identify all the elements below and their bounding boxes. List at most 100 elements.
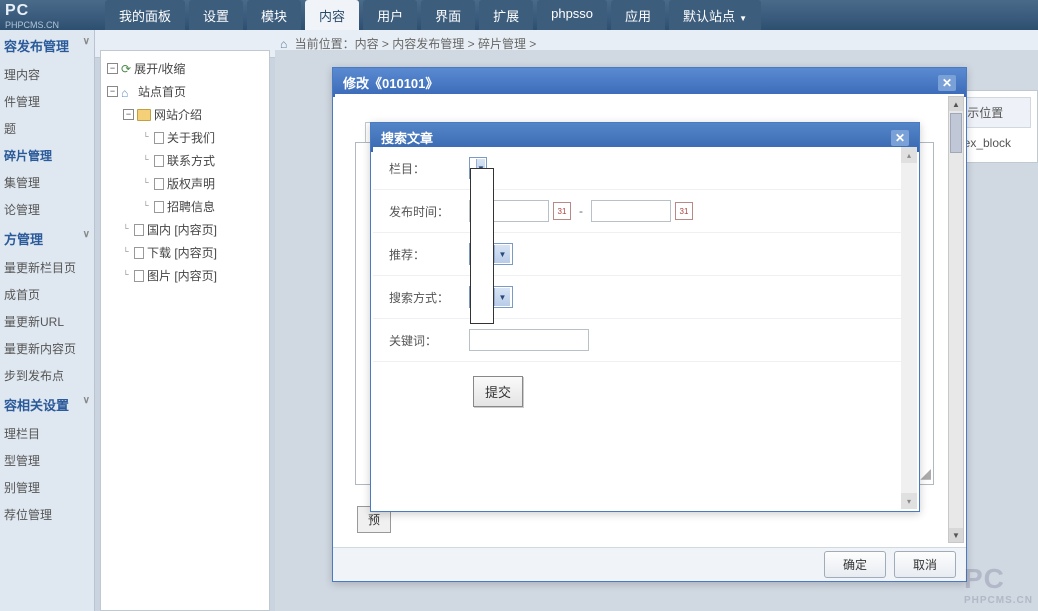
row-pubtime: 发布时间： 31 - 31 [373, 190, 917, 233]
chevron-down-icon: ▼ [494, 245, 510, 263]
scroll-thumb[interactable] [950, 113, 962, 153]
sidebar-item[interactable]: 理栏目 [0, 420, 94, 447]
row-searchtype: 搜索方式： ▼ [373, 276, 917, 319]
calendar-icon[interactable]: 31 [553, 202, 571, 220]
cancel-button[interactable]: 取消 [894, 551, 956, 578]
tree-toggle-icon[interactable]: − [123, 109, 134, 120]
label-searchtype: 搜索方式： [389, 289, 469, 306]
tree-item-label: 图片 [内容页] [147, 267, 217, 284]
page-icon [154, 201, 164, 213]
sidebar-item[interactable]: 步到发布点 [0, 362, 94, 389]
search-dialog: 搜索文章 ✕ 栏目： ▼ 发布时间： 31 - 31 推荐： [370, 122, 920, 512]
tree-page-label: 联系方式 [167, 152, 215, 169]
resize-handle[interactable]: ◢ [920, 465, 931, 482]
scroll-down-icon[interactable]: ▼ [949, 528, 963, 542]
tree-page[interactable]: └关于我们 [105, 126, 265, 149]
edit-dialog-title: 修改《010101》 ✕ [333, 68, 966, 97]
sidebar-item[interactable]: 集管理 [0, 169, 94, 196]
top-tab-5[interactable]: 界面 [421, 0, 475, 30]
page-icon [154, 178, 164, 190]
sidebar-item[interactable]: 理内容 [0, 61, 94, 88]
close-icon[interactable]: ✕ [891, 130, 909, 146]
sidebar-item[interactable]: 别管理 [0, 474, 94, 501]
scroll-down-icon[interactable]: ▾ [901, 493, 917, 509]
ok-button[interactable]: 确定 [824, 551, 886, 578]
top-tab-9[interactable]: 默认站点 [669, 0, 761, 30]
sidebar-section-generate[interactable]: 方管理 [0, 223, 94, 254]
inner-scrollbar[interactable]: ▴ ▾ [901, 147, 917, 509]
tree-toggle-icon[interactable]: − [107, 63, 118, 74]
label-pubtime: 发布时间： [389, 203, 469, 220]
top-tab-8[interactable]: 应用 [611, 0, 665, 30]
top-tab-3[interactable]: 内容 [305, 0, 359, 30]
row-category: 栏目： ▼ [373, 147, 917, 190]
sidebar-item[interactable]: 量更新内容页 [0, 335, 94, 362]
sidebar-item[interactable]: 碎片管理 [0, 142, 94, 169]
tree-root[interactable]: − ⟳ 展开/收缩 [105, 57, 265, 80]
scrollbar[interactable]: ▲ ▼ [948, 96, 964, 543]
refresh-icon: ⟳ [121, 62, 131, 76]
page-icon [154, 132, 164, 144]
scroll-up-icon[interactable]: ▴ [901, 147, 917, 163]
scroll-up-icon[interactable]: ▲ [949, 97, 963, 111]
logo: PC PHPCMS.CN [0, 0, 64, 32]
tree-home[interactable]: − ⌂ 站点首页 [105, 80, 265, 103]
calendar-icon[interactable]: 31 [675, 202, 693, 220]
page-icon [154, 155, 164, 167]
top-tab-0[interactable]: 我的面板 [105, 0, 185, 30]
home-icon: ⌂ [280, 37, 287, 51]
tree-item-label: 下载 [内容页] [147, 244, 217, 261]
keyword-input[interactable] [469, 329, 589, 351]
tree-item[interactable]: └下载 [内容页] [105, 241, 265, 264]
logo-main: PC [5, 2, 59, 20]
tree-folder-intro[interactable]: − 网站介绍 [105, 103, 265, 126]
tree-item-label: 国内 [内容页] [147, 221, 217, 238]
category-dropdown-list[interactable] [470, 168, 494, 324]
arrow-icon: └ [123, 270, 131, 282]
arrow-icon: └ [143, 178, 151, 190]
tree-toggle-icon[interactable]: − [107, 86, 118, 97]
arrow-icon: └ [143, 132, 151, 144]
date-separator: - [579, 204, 583, 218]
sidebar-item[interactable]: 量更新栏目页 [0, 254, 94, 281]
sidebar-item[interactable]: 件管理 [0, 88, 94, 115]
sidebar-item[interactable]: 型管理 [0, 447, 94, 474]
top-tab-1[interactable]: 设置 [189, 0, 243, 30]
row-recommend: 推荐： 部 ▼ [373, 233, 917, 276]
submit-button[interactable]: 提交 [473, 376, 523, 407]
page-icon [134, 224, 144, 236]
edit-dialog-title-text: 修改《010101》 [343, 73, 438, 92]
sidebar-item[interactable]: 题 [0, 115, 94, 142]
tree-item[interactable]: └ 图片 [内容页] [105, 264, 265, 287]
tree-home-label: 站点首页 [138, 83, 186, 100]
tree-page[interactable]: └ 招聘信息 [105, 195, 265, 218]
top-tab-2[interactable]: 模块 [247, 0, 301, 30]
tree-folder-label: 网站介绍 [154, 106, 202, 123]
tree-panel: − ⟳ 展开/收缩 − ⌂ 站点首页 − 网站介绍 └关于我们└联系方式└版权声… [100, 50, 270, 611]
sidebar-item[interactable]: 量更新URL [0, 308, 94, 335]
top-tab-7[interactable]: phpsso [537, 0, 607, 30]
search-dialog-body: 栏目： ▼ 发布时间： 31 - 31 推荐： 部 [373, 147, 917, 509]
sidebar-item[interactable]: 成首页 [0, 281, 94, 308]
search-dialog-title-text: 搜索文章 [381, 128, 433, 147]
arrow-icon: └ [143, 201, 151, 213]
date-to-input[interactable] [591, 200, 671, 222]
folder-icon [137, 109, 151, 121]
tree-item[interactable]: └国内 [内容页] [105, 218, 265, 241]
tree-page[interactable]: └ 版权声明 [105, 172, 265, 195]
top-tabs: 我的面板设置模块内容用户界面扩展phpsso应用默认站点 [105, 0, 761, 30]
sidebar-section-settings[interactable]: 容相关设置 [0, 389, 94, 420]
sidebar-section-publish[interactable]: 容发布管理 [0, 30, 94, 61]
sidebar-item[interactable]: 荐位管理 [0, 501, 94, 528]
top-tab-6[interactable]: 扩展 [479, 0, 533, 30]
label-recommend: 推荐： [389, 246, 469, 263]
tree-page-label: 版权声明 [167, 175, 215, 192]
sidebar-item[interactable]: 论管理 [0, 196, 94, 223]
logo-sub: PHPCMS.CN [5, 20, 59, 30]
tree-page[interactable]: └联系方式 [105, 149, 265, 172]
top-tab-4[interactable]: 用户 [363, 0, 417, 30]
tree-page-label: 招聘信息 [167, 198, 215, 215]
close-icon[interactable]: ✕ [938, 75, 956, 91]
page-icon [134, 270, 144, 282]
home-icon: ⌂ [121, 86, 135, 98]
